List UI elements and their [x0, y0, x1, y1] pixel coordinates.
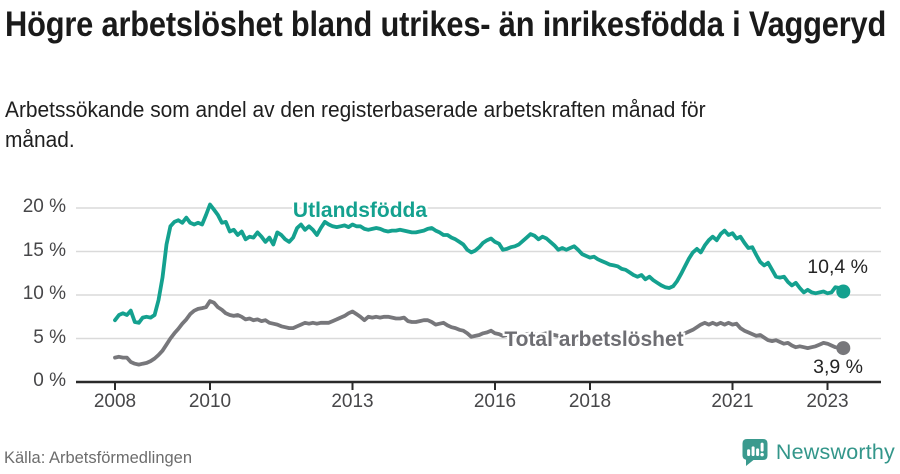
newsworthy-bubble-chart-icon	[742, 439, 768, 466]
series-line-total	[113, 299, 846, 367]
newsworthy-logo: Newsworthy	[741, 438, 895, 467]
end-value-label-total: 3,9 %	[813, 356, 863, 378]
source-attribution: Källa: Arbetsförmedlingen	[4, 449, 193, 467]
series-end-dot-total	[836, 341, 851, 356]
end-value-label-utlandsfodda: 10,4 %	[807, 256, 868, 278]
series-label-utlandsfodda: Utlandsfödda	[292, 199, 428, 222]
series-end-dot-utlandsfodda	[836, 284, 851, 299]
brand-name: Newsworthy	[775, 440, 895, 464]
page-subtitle: Arbetssökande som andel av den registerb…	[5, 97, 706, 152]
series-line-utlandsfodda	[113, 202, 846, 325]
series-label-total-arbetsloshet: Total arbetslöshet	[504, 328, 684, 351]
page-title: Högre arbetslöshet bland utrikes- än inr…	[5, 5, 887, 44]
